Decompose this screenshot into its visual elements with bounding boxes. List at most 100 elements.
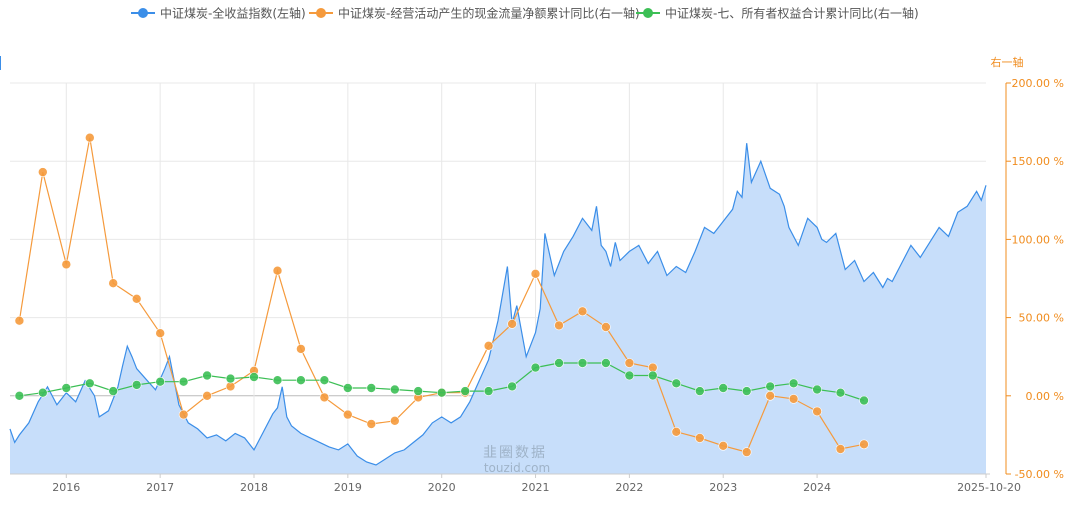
x-tick-label: 2021	[522, 481, 550, 494]
data-point	[507, 319, 517, 329]
data-point	[108, 386, 118, 396]
data-point	[366, 419, 377, 429]
data-point	[671, 378, 682, 389]
data-point	[389, 415, 400, 426]
data-point	[14, 390, 25, 401]
data-point	[694, 386, 705, 396]
data-point	[14, 315, 25, 326]
legend-label: 中证煤炭-全收益指数(左轴)	[160, 6, 306, 21]
data-point	[694, 433, 705, 443]
data-point	[155, 376, 165, 387]
data-point	[812, 406, 822, 417]
data-point	[718, 383, 729, 393]
x-tick-label: 2018	[240, 481, 268, 494]
line-layer	[14, 132, 869, 457]
x-tick-label: 2016	[52, 481, 80, 494]
x-tick-label: 2020	[428, 481, 456, 494]
data-point	[436, 387, 447, 398]
watermark-main: 韭圈数据	[483, 445, 547, 461]
right-axis-label: 右一轴	[991, 55, 1024, 69]
legend-item-3[interactable]: 中证煤炭-七、所有者权益合计累计同比(右一轴)	[636, 6, 919, 21]
axes: 200.00 % 150.00 % 100.00 % 50.00 % 0.00 % -50…	[0, 56, 1064, 494]
area-layer	[9, 143, 987, 474]
data-point	[178, 376, 189, 387]
data-point	[460, 386, 471, 396]
data-point	[85, 378, 95, 389]
data-point	[413, 386, 424, 396]
data-point	[366, 383, 377, 393]
data-point	[718, 440, 729, 451]
data-point	[859, 439, 869, 450]
legend-swatch-dot	[643, 8, 653, 18]
data-point	[530, 362, 541, 373]
data-point	[601, 322, 611, 332]
data-point	[483, 386, 494, 396]
data-point	[296, 375, 306, 386]
data-point	[249, 372, 259, 382]
data-point	[647, 370, 658, 381]
x-tick-label: 2017	[146, 481, 174, 494]
data-point	[577, 306, 588, 317]
data-point	[225, 373, 236, 384]
data-point	[835, 444, 846, 454]
data-point	[765, 381, 776, 392]
legend-item-2[interactable]: 中证煤炭-经营活动产生的现金流量净额累计同比(右一轴)	[309, 6, 640, 21]
data-point	[202, 370, 212, 381]
data-point	[577, 358, 588, 368]
data-point	[483, 340, 494, 351]
data-point	[37, 167, 48, 177]
data-point	[671, 426, 682, 437]
data-point	[389, 384, 400, 395]
data-point	[554, 320, 564, 331]
data-point	[835, 387, 846, 398]
data-point	[507, 381, 517, 392]
data-point	[131, 380, 142, 390]
data-point	[530, 268, 541, 279]
right-tick-label: 0.00 %	[1026, 390, 1064, 403]
x-tick-label: 2023	[709, 481, 737, 494]
right-tick-label: -50.00 %	[1015, 468, 1064, 481]
data-point	[37, 387, 48, 398]
data-point	[296, 344, 306, 354]
data-point	[741, 386, 752, 396]
data-point	[61, 259, 72, 270]
data-point	[319, 375, 330, 386]
data-point	[765, 390, 776, 401]
legend[interactable]: 中证煤炭-全收益指数(左轴) 中证煤炭-经营活动产生的现金流量净额累计同比(右一轴…	[131, 6, 919, 21]
data-point	[131, 293, 142, 304]
x-tick-label: 2024	[803, 481, 831, 494]
data-point	[741, 447, 752, 457]
legend-swatch-dot	[138, 8, 148, 18]
data-point	[788, 394, 799, 404]
series-area-fill	[10, 143, 986, 474]
data-point	[319, 392, 330, 403]
x-tick-label: 2019	[334, 481, 362, 494]
legend-swatch-dot	[316, 8, 326, 18]
watermark-sub: touzid.com	[484, 461, 550, 475]
x-tick-label: 2025-10-20	[957, 481, 1021, 494]
data-point	[155, 328, 165, 339]
right-tick-label: 150.00 %	[1012, 155, 1064, 168]
right-tick-label: 200.00 %	[1012, 77, 1064, 90]
legend-item-1[interactable]: 中证煤炭-全收益指数(左轴)	[131, 6, 306, 21]
data-point	[342, 383, 353, 393]
data-point	[788, 378, 799, 389]
legend-label: 中证煤炭-经营活动产生的现金流量净额累计同比(右一轴)	[338, 6, 640, 21]
data-point	[624, 370, 635, 381]
data-point	[61, 383, 72, 393]
data-point	[342, 409, 353, 420]
data-point	[108, 278, 118, 289]
watermark: 韭圈数据 touzid.com	[483, 445, 550, 475]
data-point	[554, 358, 564, 368]
data-point	[859, 395, 869, 406]
data-point	[272, 265, 283, 276]
data-point	[272, 375, 283, 386]
x-tick-label: 2022	[615, 481, 643, 494]
right-tick-label: 50.00 %	[1019, 312, 1064, 325]
data-point	[202, 390, 212, 401]
data-point	[624, 358, 635, 368]
data-point	[85, 132, 95, 143]
data-point	[178, 409, 189, 420]
data-point	[601, 358, 611, 368]
